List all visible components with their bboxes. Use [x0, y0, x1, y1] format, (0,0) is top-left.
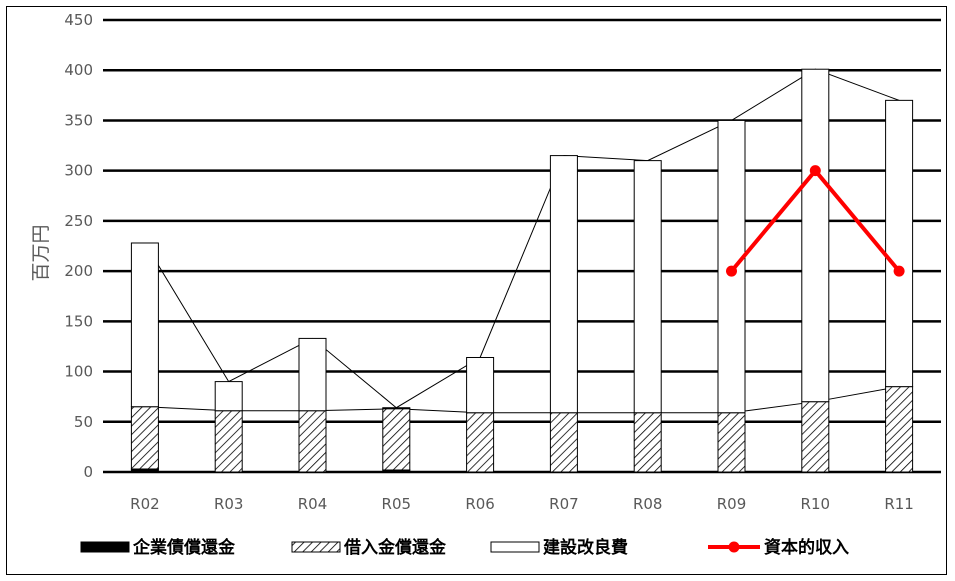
bar-segment	[466, 412, 495, 473]
x-tick-label: R02	[130, 495, 160, 513]
line-point	[726, 265, 737, 277]
legend-marker	[728, 541, 740, 553]
x-tick-label: R03	[214, 495, 244, 513]
line-point	[893, 265, 905, 277]
y-tick-label: 400	[64, 61, 93, 79]
legend-swatch	[291, 541, 341, 553]
bar-segment	[298, 337, 327, 412]
x-tick-label: R07	[549, 495, 579, 513]
bar-segment	[466, 356, 495, 414]
line-series	[726, 165, 905, 277]
x-tick-label: R11	[884, 495, 914, 513]
legend-label: 建設改良費	[543, 537, 628, 558]
legend-label: 企業債償還金	[132, 537, 236, 558]
x-tick-label: R10	[801, 495, 831, 513]
bars	[130, 68, 914, 473]
bar-segment	[633, 412, 662, 473]
line-point	[809, 165, 821, 177]
y-tick-label: 100	[64, 363, 93, 381]
series-line	[144, 68, 900, 409]
legend-swatch	[80, 541, 130, 553]
y-tick-label: 250	[64, 212, 93, 230]
bar-segment	[130, 242, 159, 408]
stacked-bar-chart: 0 50 100 150 200 250 300 350 400 450 R02 R03 R04 R05…	[30, 11, 941, 558]
bar-segment	[298, 410, 327, 473]
bar-segment	[801, 401, 830, 473]
bar-segment	[382, 408, 411, 471]
legend-label: 資本的収入	[764, 537, 849, 558]
x-tick-label: R06	[465, 495, 495, 513]
bar-segment	[214, 410, 243, 473]
bar-segment	[382, 407, 411, 410]
y-tick-label: 300	[64, 162, 93, 180]
y-axis-tick-labels: 0 50 100 150 200 250 300 350 400 450	[64, 11, 93, 481]
bar-segment	[130, 406, 159, 470]
legend-swatch	[490, 541, 540, 553]
y-tick-label: 200	[64, 262, 93, 280]
bar-segment	[549, 412, 578, 473]
legend-label: 借入金償還金	[343, 537, 447, 558]
bar-segment	[214, 381, 243, 412]
y-tick-label: 0	[83, 463, 93, 481]
y-tick-label: 50	[74, 413, 93, 431]
bar-segment	[549, 155, 578, 414]
bar-segment	[885, 99, 914, 388]
chart-frame: 0 50 100 150 200 250 300 350 400 450 R02 R03 R04 R05…	[6, 6, 947, 575]
y-tick-label: 350	[64, 111, 93, 129]
y-axis-label: 百万円	[30, 224, 52, 281]
x-tick-label: R08	[633, 495, 663, 513]
series-line	[144, 386, 900, 414]
y-tick-label: 150	[64, 312, 93, 330]
bar-segment	[801, 68, 830, 403]
x-tick-label: R09	[717, 495, 747, 513]
y-tick-label: 450	[64, 11, 93, 29]
series-connector-lines	[144, 68, 900, 414]
x-tick-label: R04	[298, 495, 328, 513]
bar-segment	[885, 386, 914, 473]
x-tick-label: R05	[382, 495, 412, 513]
x-axis-tick-labels: R02 R03 R04 R05 R06 R07 R08 R09 R10 R11	[130, 495, 914, 513]
bar-segment	[717, 412, 746, 473]
legend: 企業債償還金 借入金償還金 建設改良費 資本的収入	[80, 537, 849, 558]
bar-segment	[633, 160, 662, 414]
